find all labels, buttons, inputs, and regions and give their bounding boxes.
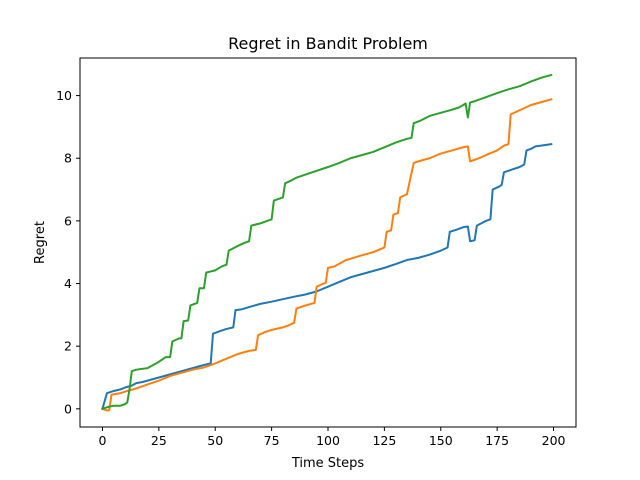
- series-layer: [101, 73, 553, 412]
- y-axis-ticks: 0 2 4 6 8 10: [56, 88, 80, 416]
- x-tick-label: 200: [542, 433, 566, 448]
- x-axis-label: Time Steps: [291, 456, 365, 471]
- x-tick-label: 50: [207, 433, 223, 448]
- y-tick-label: 8: [64, 151, 72, 166]
- y-tick-label: 10: [56, 88, 72, 103]
- x-tick-label: 100: [316, 433, 340, 448]
- x-tick-label: 75: [264, 433, 280, 448]
- x-tick-label: 125: [372, 433, 396, 448]
- x-tick-label: 25: [151, 433, 167, 448]
- series-line-1: [101, 143, 553, 411]
- y-axis-label: Regret: [33, 221, 48, 264]
- series-line-2: [101, 98, 553, 412]
- x-tick-label: 0: [98, 433, 106, 448]
- chart-title: Regret in Bandit Problem: [228, 34, 428, 53]
- x-axis-ticks: 0 25 50 75 100 125 150 175 200: [98, 427, 566, 448]
- x-tick-label: 175: [485, 433, 509, 448]
- series-line-3: [101, 73, 553, 411]
- y-tick-label: 6: [64, 213, 72, 228]
- y-tick-label: 4: [64, 276, 72, 291]
- x-tick-label: 150: [429, 433, 453, 448]
- y-tick-label: 2: [64, 339, 72, 354]
- y-tick-label: 0: [64, 401, 72, 416]
- axes-frame: [79, 57, 577, 428]
